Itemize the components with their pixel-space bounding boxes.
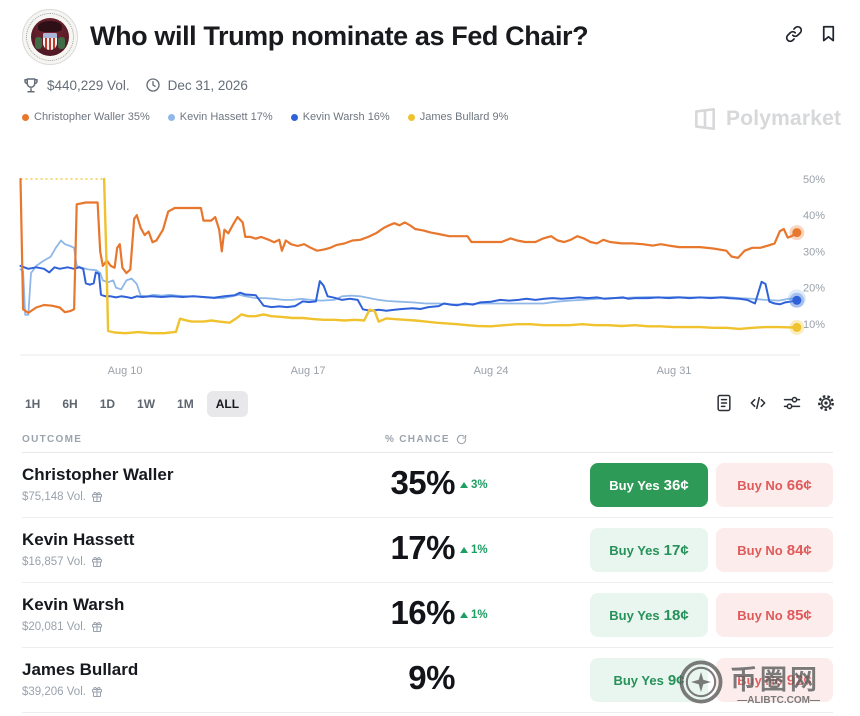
timeframe-1h[interactable]: 1H xyxy=(16,391,49,417)
timeframe-6h[interactable]: 6H xyxy=(53,391,86,417)
svg-text:40%: 40% xyxy=(803,210,825,222)
svg-text:Aug 31: Aug 31 xyxy=(657,365,692,377)
market-meta: $440,229 Vol. Dec 31, 2026 xyxy=(22,76,248,94)
svg-text:50%: 50% xyxy=(803,174,825,186)
timeframe-1d[interactable]: 1D xyxy=(91,391,124,417)
price-chart[interactable]: 50% 40% 30% 20% 10% Aug 10 Aug 17 Aug 24 Aug 31 xyxy=(0,158,860,390)
buy-yes-button[interactable]: Buy Yes 18¢ xyxy=(590,593,708,637)
svg-text:Aug 17: Aug 17 xyxy=(291,365,326,377)
eagle-shape xyxy=(38,21,62,32)
link-icon[interactable] xyxy=(784,24,804,44)
chance-value: 35% xyxy=(390,464,455,501)
buy-yes-button[interactable]: Buy Yes 9¢ xyxy=(590,658,708,702)
timeframe-all[interactable]: ALL xyxy=(206,391,249,417)
outcome-name[interactable]: James Bullard xyxy=(22,660,139,679)
gear-icon[interactable] xyxy=(816,393,836,413)
legend-item: Kevin Warsh 16% xyxy=(290,111,390,123)
outcome-column-header: OUTCOME xyxy=(22,434,83,445)
sliders-icon[interactable] xyxy=(782,393,802,413)
buy-yes-button[interactable]: Buy Yes 36¢ xyxy=(590,463,708,507)
gift-icon[interactable] xyxy=(91,491,103,503)
gift-icon[interactable] xyxy=(91,621,103,633)
shield-shape xyxy=(43,33,57,50)
timeframe-selector: 1H 6H 1D 1W 1M ALL xyxy=(16,391,249,417)
buy-no-button[interactable]: Buy No 66¢ xyxy=(716,463,833,507)
outcome-volume: $75,148 Vol. xyxy=(22,491,103,503)
chance-column-header: % CHANCE xyxy=(385,434,467,445)
outcome-row-kevin-hassett: Kevin Hassett $16,857 Vol. 17% 1% Buy Ye… xyxy=(22,518,833,583)
outcome-row-christopher-waller: Christopher Waller $75,148 Vol. 35% 3% B… xyxy=(22,453,833,518)
outcome-volume: $20,081 Vol. xyxy=(22,621,103,633)
bookmark-icon[interactable] xyxy=(819,24,838,43)
buy-no-button[interactable]: Buy No 84¢ xyxy=(716,528,833,572)
expiry-date: Dec 31, 2026 xyxy=(167,77,248,93)
outcome-name[interactable]: Kevin Warsh xyxy=(22,595,125,614)
market-avatar-fed-seal xyxy=(22,9,78,65)
seal-emblem xyxy=(31,18,69,56)
outcome-name[interactable]: Kevin Hassett xyxy=(22,530,135,549)
document-icon[interactable] xyxy=(714,393,734,413)
legend-dot xyxy=(22,113,29,121)
timeframe-1m[interactable]: 1M xyxy=(168,391,203,417)
buy-no-button[interactable]: Buy No 92¢ xyxy=(716,658,833,702)
polymarket-logo-icon xyxy=(695,107,715,131)
chance-value: 17% xyxy=(390,529,455,566)
svg-text:20%: 20% xyxy=(803,283,825,295)
clock-icon xyxy=(145,78,160,92)
seal-text-ring xyxy=(26,13,74,61)
chart-legend: Christopher Waller 35% Kevin Hassett 17%… xyxy=(22,111,508,123)
outcome-volume: $16,857 Vol. xyxy=(22,556,103,568)
chance-value: 16% xyxy=(390,594,455,631)
page-title: Who will Trump nominate as Fed Chair? xyxy=(90,21,589,51)
chance-value: 9% xyxy=(408,659,455,696)
legend-dot xyxy=(407,113,415,121)
refresh-icon[interactable] xyxy=(456,434,467,445)
legend-item: James Bullard 9% xyxy=(407,111,508,123)
chance-delta: 1% xyxy=(460,609,488,621)
code-icon[interactable] xyxy=(748,393,768,413)
up-arrow-icon xyxy=(460,547,468,553)
chance-delta: 1% xyxy=(460,544,488,556)
outcome-volume: $39,206 Vol. xyxy=(22,686,103,698)
buy-no-button[interactable]: Buy No 85¢ xyxy=(716,593,833,637)
legend-dot xyxy=(290,113,298,121)
legend-item: Christopher Waller 35% xyxy=(22,111,150,123)
svg-text:Aug 10: Aug 10 xyxy=(108,365,143,377)
chart-toolbar xyxy=(714,393,836,413)
legend-item: Kevin Hassett 17% xyxy=(167,111,273,123)
branch-shape xyxy=(58,37,65,49)
svg-text:Aug 24: Aug 24 xyxy=(474,365,509,377)
outcome-row-kevin-warsh: Kevin Warsh $20,081 Vol. 16% 1% Buy Yes 1… xyxy=(22,583,833,648)
divider xyxy=(22,452,833,453)
polymarket-logo: Polymarket xyxy=(692,106,841,132)
legend-dot xyxy=(167,113,175,121)
up-arrow-icon xyxy=(460,482,468,488)
branch-shape xyxy=(35,37,42,49)
gift-icon[interactable] xyxy=(91,686,103,698)
outcome-row-james-bullard: James Bullard $39,206 Vol. 9% Buy Yes 9¢ … xyxy=(22,648,833,713)
svg-text:30%: 30% xyxy=(803,246,825,258)
chance-delta: 3% xyxy=(460,479,488,491)
outcome-name[interactable]: Christopher Waller xyxy=(22,465,174,484)
buy-yes-button[interactable]: Buy Yes 17¢ xyxy=(590,528,708,572)
timeframe-1w[interactable]: 1W xyxy=(128,391,164,417)
trophy-icon xyxy=(24,78,38,93)
svg-text:10%: 10% xyxy=(803,319,825,331)
gift-icon[interactable] xyxy=(91,556,103,568)
up-arrow-icon xyxy=(460,612,468,618)
volume-total: $440,229 Vol. xyxy=(47,77,130,93)
